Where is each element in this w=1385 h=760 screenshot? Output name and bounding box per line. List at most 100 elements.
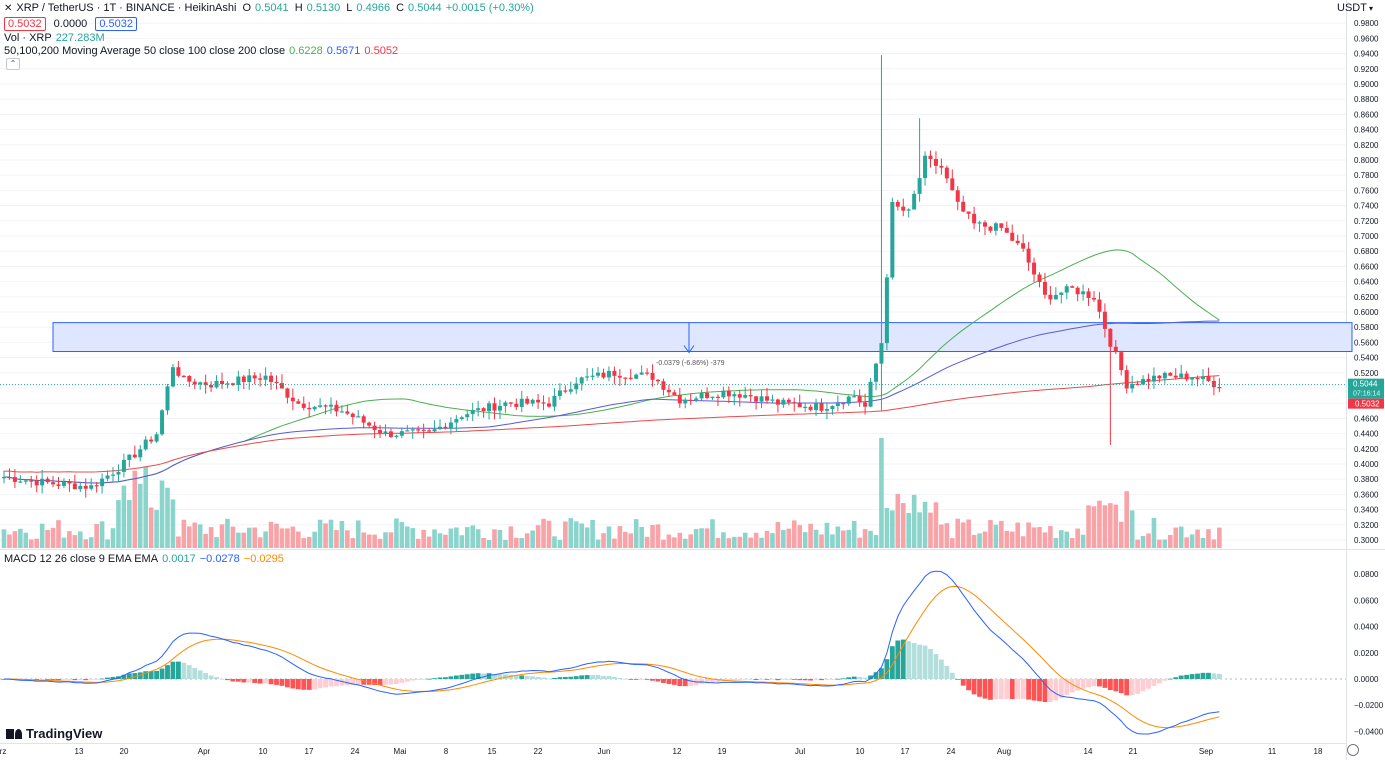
macd-histogram-bar [1157, 679, 1162, 684]
candle-body [1102, 311, 1107, 329]
volume-bar [486, 539, 492, 548]
macd-histogram-bar [241, 679, 247, 683]
macd-histogram-bar [1069, 679, 1075, 693]
candle-body [933, 159, 938, 166]
macd-histogram-bar [813, 679, 819, 680]
macd-histogram-bar [1064, 679, 1070, 695]
collapse-legend-button[interactable]: ⌃ [6, 58, 20, 70]
macd-histogram-bar [475, 673, 481, 679]
candle-body [378, 430, 383, 434]
macd-histogram-bar [726, 679, 732, 681]
candle-body [737, 394, 742, 398]
volume-bar [950, 538, 955, 548]
macd-histogram-bar [780, 679, 786, 680]
volume-bar [1211, 539, 1217, 548]
time-axis-label: 19 [718, 747, 727, 756]
candle-body [993, 223, 998, 231]
ma-legend[interactable]: 50,100,200 Moving Average 50 close 100 c… [4, 45, 398, 57]
candle-body [677, 394, 682, 404]
brand-name: TradingView [26, 726, 103, 741]
volume-bar [508, 526, 514, 548]
macd-histogram-bar [344, 679, 350, 686]
candle-body [329, 404, 333, 407]
time-axis-label: 13 [75, 747, 84, 756]
candle-body [132, 454, 137, 458]
candle-body [465, 414, 470, 418]
volume-bar [1173, 527, 1179, 548]
candle-body [18, 481, 23, 483]
volume-bar [334, 530, 339, 548]
candle-body [661, 381, 666, 390]
macd-tick-label: −0.0200 [1354, 701, 1384, 710]
price-tick-label: 0.5600 [1354, 338, 1379, 347]
bid-price-button[interactable]: 0.5032 [4, 17, 46, 31]
candle-body [481, 408, 486, 412]
volume-bar [939, 524, 944, 548]
volume-bar [1069, 538, 1075, 548]
macd-histogram-bar [1146, 679, 1151, 689]
volume-bar [56, 520, 61, 548]
ma50-line [3, 249, 1220, 484]
macd-histogram-bar [159, 668, 165, 679]
candle-body [247, 375, 252, 383]
macd-histogram-bar [606, 676, 612, 679]
volume-bar [110, 528, 116, 548]
macd-histogram-bar [334, 679, 339, 687]
price-tick-label: 0.5200 [1354, 369, 1379, 378]
volume-legend[interactable]: Vol · XRP 227.283M [4, 32, 105, 44]
macd-histogram-bar [497, 674, 503, 679]
candle-body [236, 376, 241, 385]
resistance-zone[interactable]: -0.0379 (-6.86%) -379 [52, 322, 1353, 367]
settings-gear-icon[interactable] [1347, 744, 1359, 756]
volume-bar [1151, 518, 1157, 548]
time-axis-label: 10 [856, 747, 865, 756]
candle-body [650, 372, 655, 380]
volume-bar [1048, 526, 1053, 548]
volume-bar [159, 480, 165, 548]
candle-body [263, 375, 268, 380]
volume-bar [296, 531, 301, 548]
candle-body [835, 403, 840, 407]
macd-legend[interactable]: MACD 12 26 close 9 EMA EMA 0.0017 −0.027… [4, 553, 284, 565]
volume-bar [917, 512, 922, 548]
macd-histogram-bar [126, 673, 132, 679]
macd-histogram-bar [519, 675, 525, 679]
macd-histogram-bar [1135, 679, 1140, 694]
candle-body [552, 395, 557, 407]
candle-body [143, 439, 148, 450]
candle-body [149, 439, 154, 442]
candle-body [541, 402, 546, 404]
tradingview-logo[interactable]: TradingView [6, 726, 102, 741]
symbol-legend[interactable]: ✕ XRP / TetherUS · 1T · BINANCE · Heikin… [4, 2, 534, 14]
candle-body [1086, 291, 1091, 298]
volume-bar [203, 533, 208, 548]
candle-body [1037, 274, 1042, 282]
volume-bar [1157, 539, 1162, 548]
macd-histogram-bar [492, 673, 497, 679]
candle-body [459, 417, 464, 420]
price-tick-label: 0.6600 [1354, 262, 1379, 271]
volume-bar [999, 520, 1004, 548]
volume-bar [595, 539, 601, 548]
candle-body [160, 410, 165, 435]
candle-body [1217, 387, 1222, 389]
currency-unit-selector[interactable]: USDT ▾ [1337, 2, 1373, 14]
candle-body [1124, 370, 1129, 389]
macd-histogram-bar [77, 679, 83, 681]
price-tick-label: 0.9200 [1354, 65, 1379, 74]
macd-histogram-bar [1037, 679, 1042, 702]
candle-body [819, 403, 824, 411]
volume-bar [279, 528, 285, 548]
candle-body [339, 411, 344, 413]
time-axis-label: 14 [1084, 747, 1093, 756]
volume-bar [977, 533, 982, 548]
macd-histogram-bar [443, 677, 448, 679]
time-axis-label: 10 [259, 747, 268, 756]
ask-price-button[interactable]: 0.5032 [95, 17, 137, 31]
price-tick-label: 0.7200 [1354, 217, 1379, 226]
volume-bar [770, 533, 775, 548]
bid-price-tag-label: 0.5032 [1355, 400, 1380, 409]
candle-body [476, 408, 481, 411]
volume-bar [1075, 528, 1080, 548]
